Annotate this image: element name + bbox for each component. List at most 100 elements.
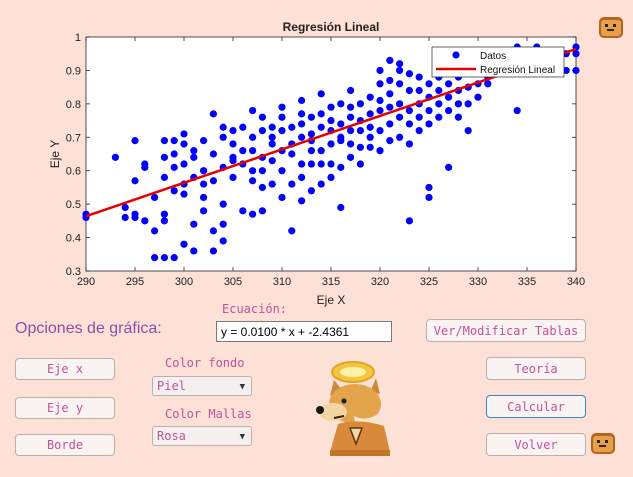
y-tick-label: 0.5: [66, 199, 81, 211]
data-point: [405, 70, 413, 78]
data-point: [454, 100, 462, 108]
data-point: [121, 213, 129, 222]
data-point: [180, 190, 188, 198]
toast-icon[interactable]: [598, 15, 624, 39]
data-point: [190, 220, 198, 228]
x-tick-label: 295: [126, 276, 144, 288]
data-point: [180, 240, 188, 248]
legend-box: [431, 46, 565, 78]
data-point: [229, 157, 237, 165]
data-point: [190, 153, 198, 161]
data-point: [356, 160, 364, 168]
data-point: [180, 160, 188, 168]
equation-label: Ecuación:: [222, 302, 288, 316]
data-point: [405, 217, 413, 225]
data-point: [337, 137, 345, 145]
data-point: [298, 197, 306, 205]
data-point: [405, 86, 413, 95]
data-point: [356, 100, 364, 108]
legend-label-datos: Datos: [480, 51, 506, 62]
x-tick-label: 310: [273, 276, 291, 288]
toast-icon-graphic: [599, 17, 623, 38]
data-point: [307, 130, 315, 138]
data-point: [200, 137, 208, 145]
data-point: [376, 106, 384, 115]
data-point: [307, 187, 315, 195]
color-fondo-value: Piel: [157, 379, 186, 393]
toast-icon-graphic: [591, 433, 615, 454]
data-point: [386, 137, 394, 145]
data-point: [513, 106, 521, 115]
x-tick-label: 305: [224, 276, 242, 288]
y-axis: 0.3 0.4 0.5 0.6 0.7 0.8 0.9 1: [66, 32, 576, 278]
eje-y-button[interactable]: Eje y: [15, 397, 115, 419]
calcular-button[interactable]: Calcular: [486, 395, 586, 418]
data-point: [190, 147, 198, 155]
teoria-button[interactable]: Teoría: [486, 357, 586, 380]
data-point: [151, 254, 159, 262]
data-point: [435, 86, 443, 95]
borde-button[interactable]: Borde: [15, 434, 115, 456]
y-tick-label: 0.3: [66, 266, 81, 278]
data-point: [386, 56, 394, 64]
volver-button[interactable]: Volver: [486, 433, 586, 456]
data-point: [180, 140, 188, 148]
data-point: [337, 163, 345, 171]
data-point: [415, 127, 423, 135]
data-point: [347, 140, 355, 148]
data-point: [464, 127, 472, 135]
data-point: [317, 147, 325, 155]
data-point: [160, 153, 168, 161]
data-point: [160, 217, 168, 225]
equation-field[interactable]: y = 0.0100 * x + -2.4361: [216, 321, 392, 342]
x-axis-label: Eje X: [317, 293, 346, 307]
data-point: [347, 86, 355, 95]
y-tick-label: 0.6: [66, 166, 81, 178]
data-point: [170, 137, 178, 145]
data-point: [405, 140, 413, 148]
doge-graphic: [316, 361, 390, 456]
data-point: [376, 127, 384, 135]
data-point: [396, 113, 404, 121]
data-point: [249, 167, 257, 175]
y-tick-label: 1: [75, 32, 81, 44]
data-point: [249, 106, 257, 115]
data-point: [386, 120, 394, 128]
data-point: [288, 150, 296, 158]
y-tick-label: 0.9: [66, 65, 81, 77]
data-point: [131, 177, 139, 185]
data-point: [376, 147, 384, 155]
color-mallas-dropdown[interactable]: Rosa ▼: [152, 426, 252, 446]
ver-modificar-tablas-button[interactable]: Ver/Modificar Tablas: [426, 319, 586, 342]
data-point: [396, 60, 404, 68]
color-fondo-dropdown[interactable]: Piel ▼: [152, 376, 252, 396]
x-tick-label: 300: [175, 276, 193, 288]
data-point: [317, 160, 325, 168]
data-point: [141, 163, 149, 171]
data-point: [170, 187, 178, 195]
data-point: [562, 66, 570, 75]
x-tick-label: 290: [77, 276, 95, 288]
x-tick-label: 340: [567, 276, 585, 288]
data-point: [337, 100, 345, 108]
data-point: [209, 110, 217, 118]
toast-icon[interactable]: [590, 431, 616, 455]
data-point: [425, 193, 433, 202]
data-point: [200, 207, 208, 215]
data-point: [288, 227, 296, 235]
y-axis-label: Eje Y: [48, 140, 62, 168]
data-point: [209, 150, 217, 158]
data-point: [317, 110, 325, 118]
data-point: [435, 100, 443, 108]
data-point: [366, 123, 374, 131]
data-point: [131, 137, 139, 145]
data-point: [396, 100, 404, 108]
data-point: [268, 180, 276, 188]
data-point: [337, 203, 345, 212]
eje-x-button[interactable]: Eje x: [15, 358, 115, 380]
data-point: [415, 86, 423, 95]
data-point: [239, 207, 247, 215]
data-point: [307, 113, 315, 121]
data-point: [200, 167, 208, 175]
data-point: [229, 140, 237, 148]
